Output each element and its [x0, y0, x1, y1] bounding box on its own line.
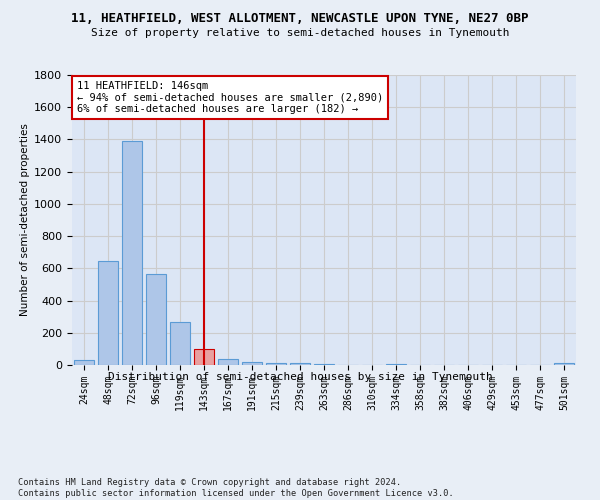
Bar [122, 141, 142, 365]
Text: Size of property relative to semi-detached houses in Tynemouth: Size of property relative to semi-detach… [91, 28, 509, 38]
Text: Contains HM Land Registry data © Crown copyright and database right 2024.
Contai: Contains HM Land Registry data © Crown c… [18, 478, 454, 498]
Bar [146, 274, 166, 365]
Y-axis label: Number of semi-detached properties: Number of semi-detached properties [20, 124, 30, 316]
Text: Distribution of semi-detached houses by size in Tynemouth: Distribution of semi-detached houses by … [107, 372, 493, 382]
Bar [98, 261, 118, 365]
Bar [290, 364, 310, 365]
Bar [74, 360, 94, 365]
Bar [218, 360, 238, 365]
Bar [170, 322, 190, 365]
Bar [314, 364, 334, 365]
Text: 11 HEATHFIELD: 146sqm
← 94% of semi-detached houses are smaller (2,890)
6% of se: 11 HEATHFIELD: 146sqm ← 94% of semi-deta… [77, 81, 383, 114]
Bar [554, 364, 574, 365]
Bar [386, 364, 406, 365]
Text: 11, HEATHFIELD, WEST ALLOTMENT, NEWCASTLE UPON TYNE, NE27 0BP: 11, HEATHFIELD, WEST ALLOTMENT, NEWCASTL… [71, 12, 529, 26]
Bar [266, 362, 286, 365]
Bar [242, 362, 262, 365]
Bar [194, 349, 214, 365]
